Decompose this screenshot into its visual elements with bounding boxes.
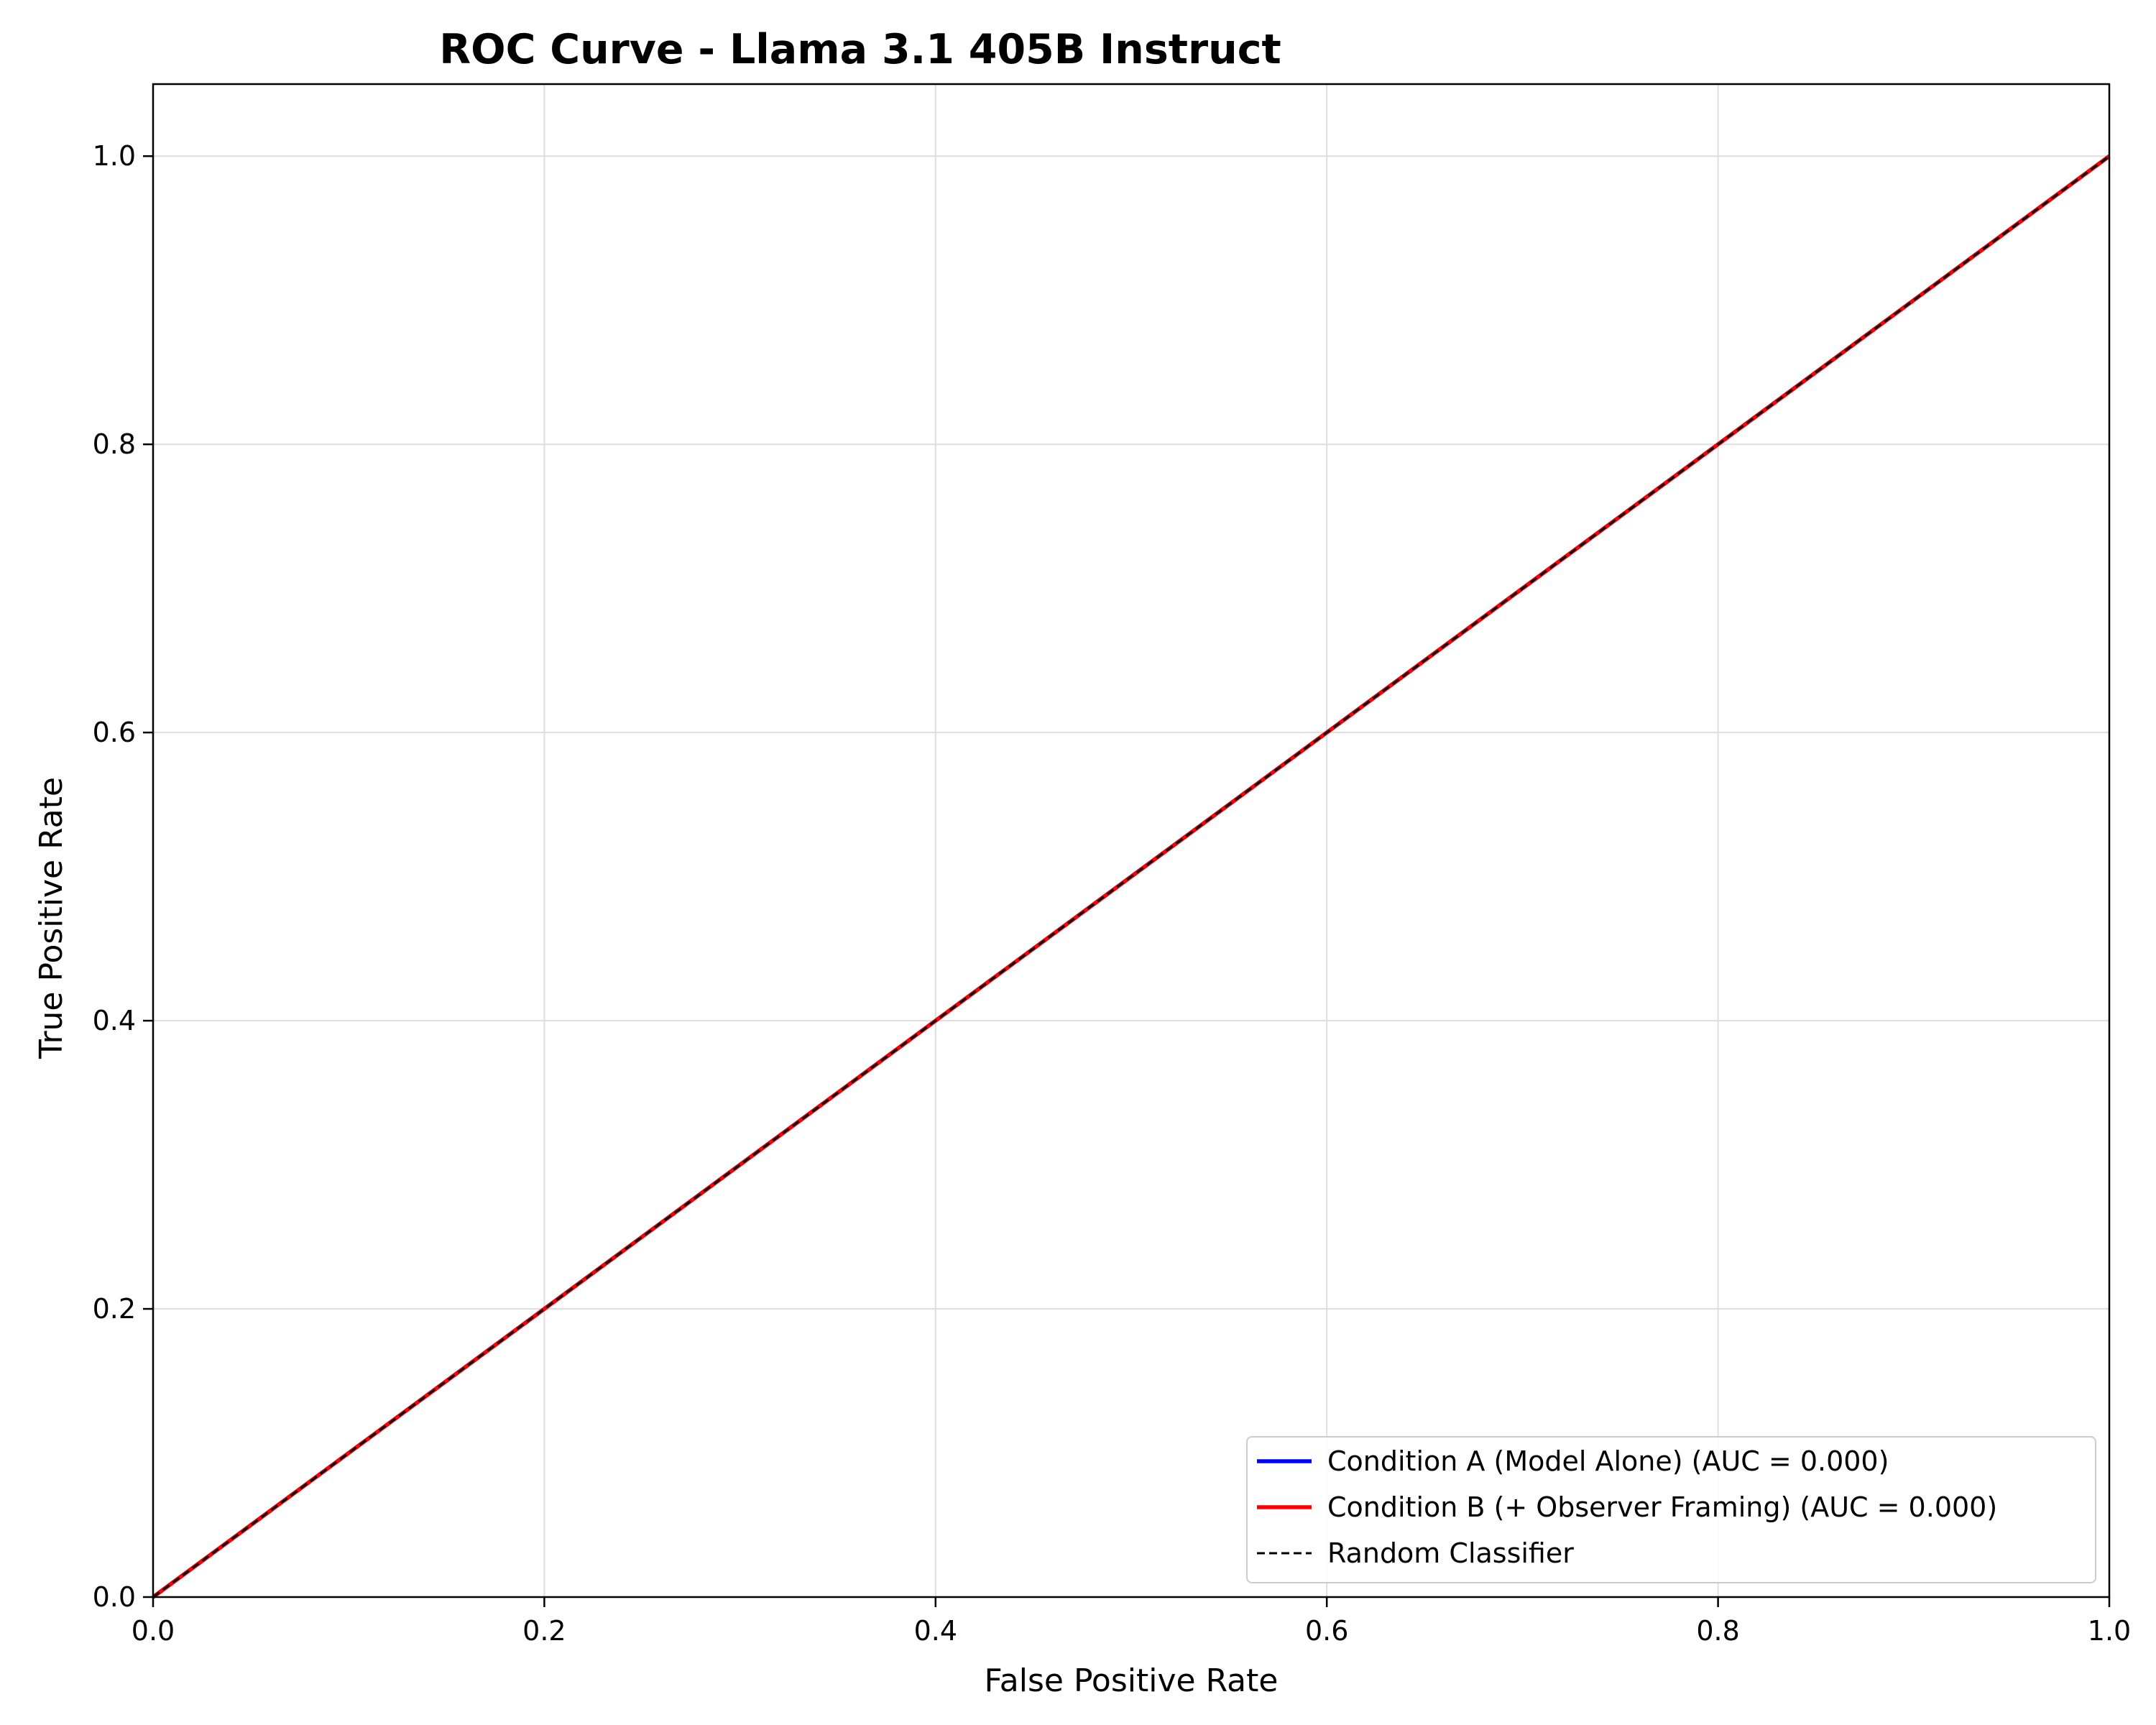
x-tick-label: 0.6	[1305, 1615, 1348, 1647]
y-tick-label: 0.0	[93, 1581, 136, 1613]
y-tick-label: 1.0	[93, 140, 136, 172]
x-tick-label: 0.0	[132, 1615, 175, 1647]
axis-ticks: 0.0 0.2 0.4 0.6 0.8 1.0 0.0 0.2 0.4 0.6 0.8 1.0	[93, 140, 2132, 1647]
legend-entry-condition-a: Condition A (Model Alone) (AUC = 0.000)	[1327, 1445, 1889, 1477]
chart-title: ROC Curve - Llama 3.1 405B Instruct	[439, 26, 1281, 73]
grid-lines	[152, 84, 2110, 1598]
x-tick-label: 0.4	[914, 1615, 957, 1647]
y-axis-label: True Positive Rate	[33, 777, 70, 1059]
y-tick-label: 0.4	[93, 1005, 136, 1036]
plot-frame	[152, 83, 2111, 1598]
series-lines	[152, 155, 2111, 1599]
y-tick-label: 0.2	[93, 1293, 136, 1325]
x-tick-label: 0.8	[1696, 1615, 1739, 1647]
y-tick-label: 0.6	[93, 717, 136, 748]
legend-entry-random-classifier: Random Classifier	[1327, 1537, 1574, 1569]
random-classifier-line	[152, 155, 2110, 1598]
legend: Condition A (Model Alone) (AUC = 0.000) C…	[1246, 1436, 2096, 1583]
y-tick-label: 0.8	[93, 428, 136, 460]
x-axis-label: False Positive Rate	[985, 1662, 1279, 1699]
legend-entry-condition-b: Condition B (+ Observer Framing) (AUC = …	[1327, 1491, 1997, 1523]
x-tick-label: 0.2	[522, 1615, 566, 1647]
legend-box	[1246, 1436, 2096, 1583]
x-tick-label: 1.0	[2088, 1615, 2131, 1647]
